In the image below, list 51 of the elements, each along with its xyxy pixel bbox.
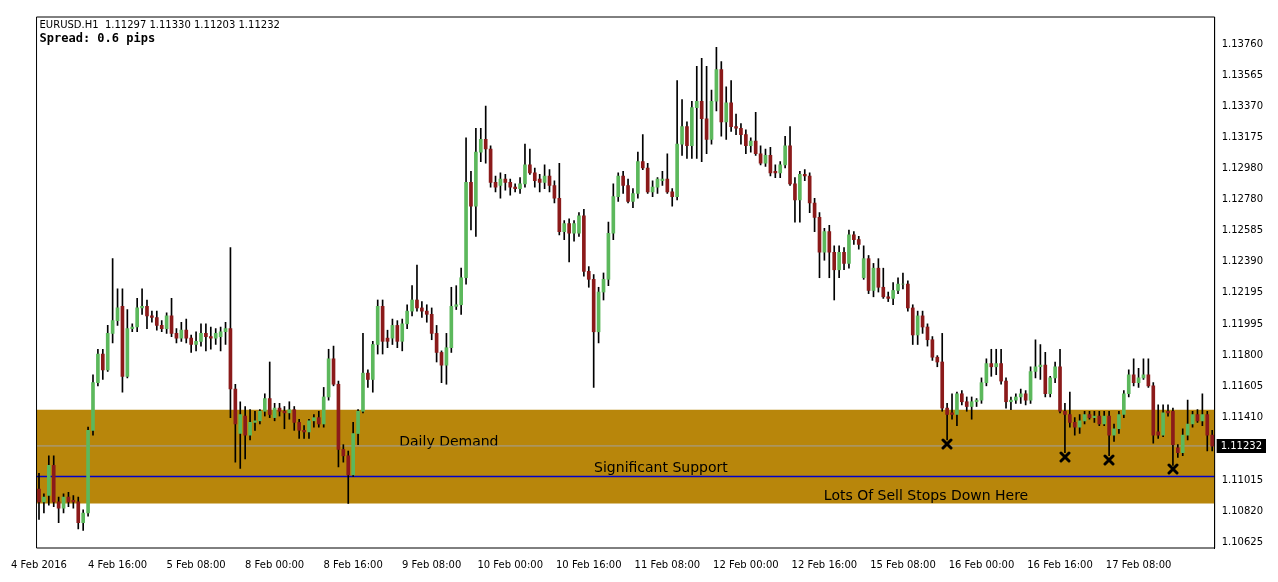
x-tick-label: 16 Feb 16:00 xyxy=(1027,558,1093,570)
candlestick xyxy=(140,288,144,315)
x-tick-label: 16 Feb 00:00 xyxy=(948,558,1015,570)
y-tick-label: 1.11015 xyxy=(1221,474,1264,486)
y-tick-label: 1.13565 xyxy=(1221,68,1264,80)
x-tick-label: 9 Feb 08:00 xyxy=(402,558,462,570)
x-tick-label: 4 Feb 16:00 xyxy=(87,558,148,570)
x-tick-label: 17 Feb 08:00 xyxy=(1105,558,1172,570)
x-tick-label: 12 Feb 00:00 xyxy=(713,558,779,570)
y-tick-label: 1.12390 xyxy=(1221,255,1264,267)
chart-title: EURUSD.H1 1.11297 1.11330 1.11203 1.11232 xyxy=(39,18,280,30)
candlestick xyxy=(483,105,488,164)
candlestick xyxy=(989,348,994,377)
candlestick xyxy=(802,169,807,182)
y-tick-label: 1.10820 xyxy=(1221,505,1264,517)
annotation: Lots Of Sell Stops Down Here xyxy=(823,486,1029,503)
y-tick-label: 1.13760 xyxy=(1221,37,1264,49)
y-tick-label: 1.11605 xyxy=(1221,380,1264,392)
y-tick-label: 1.10625 xyxy=(1221,536,1264,548)
candlestick xyxy=(699,58,704,162)
x-tick-label: 11 Feb 08:00 xyxy=(634,558,701,570)
x-tick-label: 10 Feb 16:00 xyxy=(555,558,622,570)
x-tick-label: 15 Feb 08:00 xyxy=(870,558,936,570)
text: Spread: 0.6 pips xyxy=(39,31,156,46)
candlestick xyxy=(415,264,419,312)
band-label: Daily Demand xyxy=(399,433,499,450)
y-tick-label: 1.12780 xyxy=(1221,193,1264,205)
candlestick xyxy=(640,134,645,170)
candlestick xyxy=(503,174,508,191)
y-tick-label: 1.12980 xyxy=(1221,161,1264,173)
candlestick xyxy=(1009,396,1013,411)
x-tick-label: 12 Feb 16:00 xyxy=(791,558,858,570)
ref-line-label: Significant Support xyxy=(594,459,729,476)
y-tick-label: 1.12585 xyxy=(1221,224,1264,236)
y-tick-label: 1.12195 xyxy=(1221,286,1264,298)
y-tick-label: 1.11800 xyxy=(1221,349,1264,361)
candlestick xyxy=(670,188,675,207)
y-tick-label: 1.11410 xyxy=(1221,411,1264,423)
x-tick-label: 5 Feb 08:00 xyxy=(166,558,226,570)
x-tick-label: 4 Feb 2016 xyxy=(11,558,67,570)
candlestick xyxy=(694,65,699,159)
y-tick-label: 1.13370 xyxy=(1221,99,1264,111)
candlestick xyxy=(208,326,213,350)
y-tick-label: 1.13175 xyxy=(1221,130,1264,142)
candlestick xyxy=(994,348,999,376)
x-tick-label: 8 Feb 00:00 xyxy=(244,558,305,570)
x-tick-label: 8 Feb 16:00 xyxy=(323,558,383,570)
candlestick xyxy=(537,174,542,193)
x-tick-label: 10 Feb 00:00 xyxy=(477,558,544,570)
ref-line-label: 1.11232 xyxy=(1220,439,1263,451)
y-tick-label: 1.11995 xyxy=(1221,318,1264,330)
